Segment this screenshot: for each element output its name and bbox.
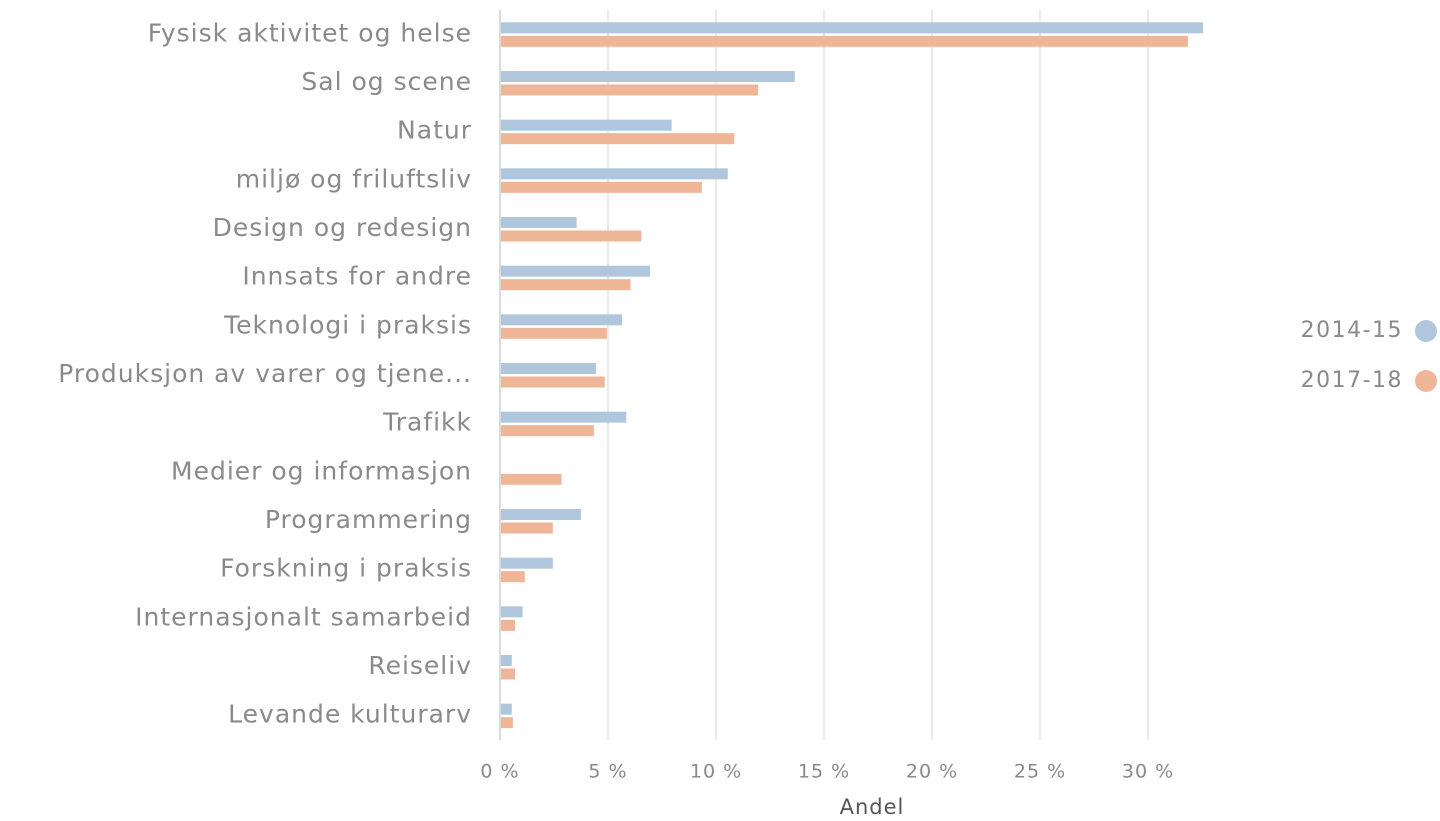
bar	[501, 119, 672, 131]
bar	[501, 22, 1203, 34]
bar	[501, 279, 631, 291]
bar	[501, 522, 553, 534]
bar	[501, 571, 525, 583]
y-tick-label: Trafikk	[382, 408, 472, 437]
bar	[501, 217, 577, 228]
bar	[501, 668, 516, 680]
x-tick-label: 10 %	[690, 761, 742, 783]
x-tick-label: 5 %	[588, 761, 627, 783]
legend-label: 2014-15	[1301, 318, 1403, 343]
y-tick-label: miljø og friluftsliv	[236, 164, 472, 193]
x-tick-label: 0 %	[480, 761, 519, 783]
bar	[501, 84, 759, 96]
bar	[501, 71, 795, 82]
x-axis-label: Andel	[840, 795, 905, 819]
bar	[501, 703, 512, 715]
y-tick-label: Teknologi i praksis	[223, 310, 472, 339]
bar	[501, 35, 1188, 47]
bar	[501, 363, 597, 374]
x-tick-label: 25 %	[1014, 761, 1066, 783]
y-tick-label: Levande kulturarv	[228, 700, 472, 729]
bar	[501, 230, 642, 242]
legend-marker	[1415, 320, 1437, 342]
bar	[501, 717, 513, 729]
y-tick-label: Medier og informasjon	[171, 456, 472, 485]
bar	[501, 473, 562, 485]
bar	[501, 619, 516, 631]
y-tick-label: Innsats for andre	[242, 262, 472, 291]
x-tick-label: 15 %	[798, 761, 850, 783]
bar	[501, 181, 702, 193]
bar	[501, 557, 553, 569]
bar	[501, 314, 622, 326]
y-tick-label: Design og redesign	[213, 213, 472, 242]
y-tick-label: Forskning i praksis	[220, 554, 472, 583]
bar	[501, 133, 735, 145]
bar	[501, 509, 581, 520]
y-tick-label: Reiseliv	[368, 651, 472, 680]
bar	[501, 425, 594, 437]
bar	[501, 376, 605, 388]
legend-label: 2017-18	[1301, 368, 1403, 393]
bar	[501, 411, 627, 423]
bar	[501, 606, 523, 618]
y-tick-label: Internasjonalt samarbeid	[135, 602, 472, 631]
legend-marker	[1415, 370, 1437, 392]
x-tick-label: 20 %	[906, 761, 958, 783]
y-tick-label: Fysisk aktivitet og helse	[148, 18, 472, 47]
bar	[501, 327, 607, 339]
y-tick-label: Sal og scene	[301, 67, 472, 96]
bar	[501, 168, 728, 180]
bar	[501, 655, 512, 666]
y-tick-label: Produksjon av varer og tjene...	[58, 359, 472, 388]
bar	[501, 265, 651, 277]
x-tick-label: 30 %	[1122, 761, 1174, 783]
y-tick-label: Programmering	[265, 505, 472, 534]
y-tick-label: Natur	[397, 116, 472, 145]
